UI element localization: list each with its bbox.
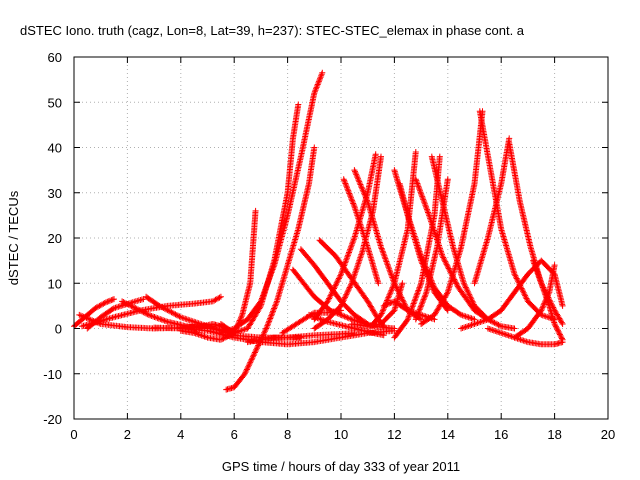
y-axis-label: dSTEC / TECUs (6, 190, 21, 285)
data-series (244, 334, 304, 346)
data-marks (71, 69, 566, 393)
data-series (223, 144, 318, 393)
data-series (471, 135, 513, 287)
y-tick-label: 0 (55, 322, 62, 337)
chart-title: dSTEC Iono. truth (cagz, Lon=8, Lat=39, … (20, 23, 525, 38)
plus-markers (471, 135, 513, 287)
y-tick-label: 10 (48, 276, 62, 291)
axis-ticks: 0 2 4 6 8 10 12 14 16 18 20 -20 -10 0 10 20 30 40 50 60 (43, 50, 615, 442)
x-tick-label: 4 (177, 427, 184, 442)
y-tick-label: -10 (43, 367, 62, 382)
data-series (370, 149, 419, 327)
data-series (484, 325, 566, 348)
plus-markers (223, 144, 318, 393)
y-tick-label: -20 (43, 412, 62, 427)
x-tick-label: 10 (334, 427, 348, 442)
x-axis-label: GPS time / hours of day 333 of year 2011 (222, 459, 460, 474)
y-tick-label: 30 (48, 186, 62, 201)
y-tick-label: 60 (48, 50, 62, 65)
plus-markers (428, 153, 518, 332)
plus-markers (370, 149, 419, 327)
data-series (348, 280, 406, 330)
x-tick-label: 20 (601, 427, 615, 442)
plus-markers (484, 325, 566, 348)
x-tick-label: 12 (387, 427, 401, 442)
plus-markers (244, 334, 304, 346)
x-tick-label: 14 (441, 427, 455, 442)
data-series (311, 151, 379, 323)
plus-markers (340, 176, 382, 287)
data-series (340, 176, 382, 287)
x-tick-label: 2 (124, 427, 131, 442)
y-tick-label: 20 (48, 231, 62, 246)
x-tick-label: 18 (547, 427, 561, 442)
x-tick-label: 0 (70, 427, 77, 442)
plus-markers (506, 140, 566, 327)
x-tick-label: 6 (231, 427, 238, 442)
data-series (428, 153, 518, 332)
plus-markers (418, 108, 486, 327)
data-series (217, 69, 326, 336)
data-series (418, 108, 486, 327)
plus-markers (217, 69, 326, 336)
data-series (506, 140, 566, 327)
y-tick-label: 40 (48, 141, 62, 156)
x-tick-label: 16 (494, 427, 508, 442)
plus-markers (348, 280, 406, 330)
plus-markers (311, 151, 379, 323)
x-tick-label: 8 (284, 427, 291, 442)
y-tick-label: 50 (48, 95, 62, 110)
